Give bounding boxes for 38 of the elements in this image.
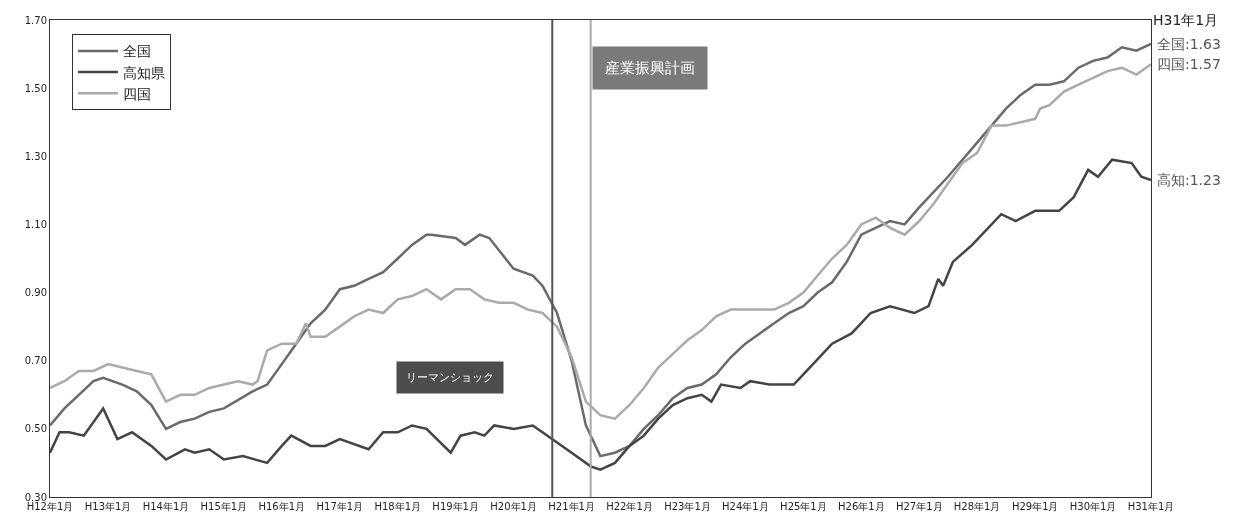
line-series <box>50 158 1151 471</box>
x-tick-label: H21年1月 <box>548 501 595 512</box>
text: H31年1月 <box>1153 12 1219 28</box>
x-tick-label: H20年1月 <box>490 501 537 512</box>
x-tick-label: H30年1月 <box>1069 501 1117 512</box>
y-tick-label: 1.30 <box>24 150 47 162</box>
x-tick-label: H29年1月 <box>1011 501 1059 512</box>
annotation: 四国:1.57 <box>1157 56 1221 72</box>
legend-label: 四国 <box>123 85 152 102</box>
x-tick-label: H17年1月 <box>316 501 364 512</box>
x-tick-label: H13年1月 <box>84 501 132 512</box>
y-tick-label: 0.90 <box>24 287 47 299</box>
y-tick-label: 0.50 <box>24 423 47 435</box>
x-tick-label: H15年1月 <box>200 501 248 512</box>
x-tick-label: H24年1月 <box>722 501 769 512</box>
x-tick-label: H12年1月 <box>26 501 74 512</box>
x-tick-label: H18年1月 <box>374 501 422 512</box>
annotation: リーマンショック <box>406 371 494 384</box>
x-tick-label: H31年1月 <box>1127 501 1175 512</box>
x-tick-label: H19年1月 <box>432 501 479 512</box>
x-tick-label: H23年1月 <box>664 501 711 512</box>
x-tick-label: H26年1月 <box>838 501 885 512</box>
y-tick-label: 1.70 <box>24 14 47 26</box>
annotation: 産業振興計画 <box>605 59 695 77</box>
x-tick-label: H27年1月 <box>895 501 943 512</box>
legend-label: 全国 <box>123 43 152 60</box>
legend-label: 高知県 <box>123 64 166 81</box>
x-tick-label: H28年1月 <box>953 501 1001 512</box>
y-tick-label: 0.70 <box>24 355 47 367</box>
x-tick-label: H14年1月 <box>142 501 190 512</box>
x-tick-label: H16年1月 <box>258 501 306 512</box>
y-tick-label: 1.10 <box>24 218 47 230</box>
y-tick-label: 0.30 <box>24 491 47 503</box>
y-tick-label: 1.50 <box>24 82 47 94</box>
annotation: 高知:1.23 <box>1157 172 1221 188</box>
x-tick-label: H25年1月 <box>780 501 827 512</box>
annotation: 全国:1.63 <box>1157 36 1221 52</box>
x-tick-label: H22年1月 <box>606 501 653 512</box>
